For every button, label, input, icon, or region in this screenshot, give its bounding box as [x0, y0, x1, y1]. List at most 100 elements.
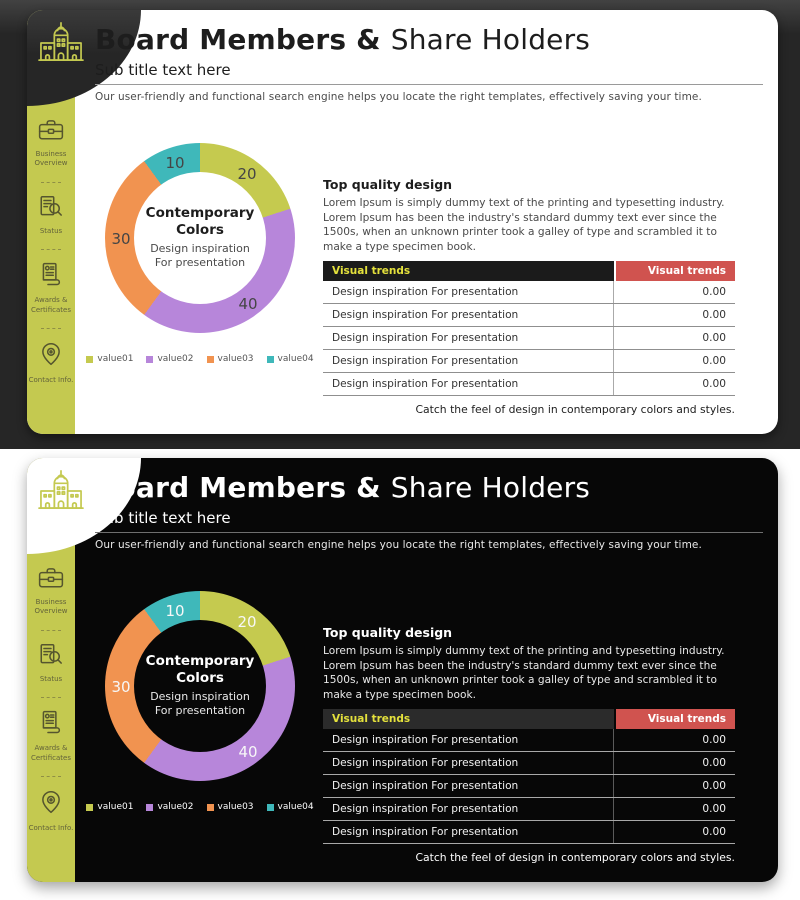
slide-light: Business Overview Status Awa: [27, 10, 778, 434]
page-title: Board Members & Share Holders: [95, 23, 763, 56]
sidebar-divider: [41, 181, 61, 183]
subtitle: Sub title text here: [95, 509, 231, 527]
content-heading: Top quality design: [323, 177, 453, 192]
sidebar-item-business-overview[interactable]: Business Overview: [27, 566, 75, 617]
slide-header: Board Members & Share Holders Sub title …: [95, 471, 763, 551]
table-row: Design inspiration For presentation 0.00: [323, 373, 735, 397]
trends-table: Visual trends Visual trends Design inspi…: [323, 261, 735, 397]
top-panel: Business Overview Status Awa: [0, 0, 800, 449]
row-value: 0.00: [702, 780, 726, 793]
sidebar-item-label: Contact Info.: [28, 824, 74, 833]
sidebar-divider: [41, 249, 61, 251]
legend-swatch: [206, 355, 214, 363]
legend-label: value04: [277, 802, 314, 812]
table-row: Design inspiration For presentation 0.00: [323, 327, 735, 351]
sidebar-nav: Business Overview Status Awa: [27, 566, 75, 834]
trends-table: Visual trends Visual trends Design inspi…: [323, 709, 735, 845]
table-row: Design inspiration For presentation 0.00: [323, 798, 735, 822]
row-label: Design inspiration For presentation: [323, 821, 614, 844]
donut-chart: Contemporary Colors Design inspiration F…: [105, 143, 295, 333]
sidebar-divider: [41, 629, 61, 631]
table-header-left: Visual trends: [323, 261, 614, 282]
content-column: Top quality design Lorem Ipsum is simply…: [323, 177, 735, 416]
subtitle: Sub title text here: [95, 61, 231, 79]
donut-center: Contemporary Colors Design inspiration F…: [134, 620, 266, 752]
content-column: Top quality design Lorem Ipsum is simply…: [323, 625, 735, 864]
chart-legend: value01 value02 value03 value04: [70, 802, 330, 812]
segment-value-label: 30: [111, 230, 131, 248]
row-value: 0.00: [702, 355, 726, 368]
row-value: 0.00: [702, 286, 726, 299]
location-pin-icon: [38, 789, 64, 819]
row-value: 0.00: [702, 378, 726, 391]
sidebar-divider: [41, 776, 61, 778]
table-row: Design inspiration For presentation 0.00: [323, 729, 735, 753]
table-row: Design inspiration For presentation 0.00: [323, 752, 735, 776]
chart-legend: value01 value02 value03 value04: [70, 354, 330, 364]
row-label: Design inspiration For presentation: [323, 350, 614, 373]
row-label: Design inspiration For presentation: [323, 327, 614, 350]
legend-item: value02: [146, 802, 194, 812]
sidebar-item-status[interactable]: Status: [27, 643, 75, 684]
row-label: Design inspiration For presentation: [323, 775, 614, 798]
chart-center-title: Contemporary Colors: [145, 205, 255, 239]
sidebar-item-label: Business Overview: [34, 598, 68, 616]
table-caption: Catch the feel of design in contemporary…: [415, 851, 735, 865]
content-paragraph: Lorem Ipsum is simply dummy text of the …: [323, 197, 725, 253]
segment-value-label: 20: [237, 165, 257, 183]
sidebar-item-label: Contact Info.: [28, 376, 74, 385]
sidebar-item-awards[interactable]: Awards & Certificates: [27, 710, 75, 763]
sidebar-item-status[interactable]: Status: [27, 195, 75, 236]
segment-value-label: 10: [165, 602, 185, 620]
legend-label: value01: [97, 354, 134, 364]
legend-swatch: [86, 803, 94, 811]
row-value: 0.00: [702, 734, 726, 747]
legend-item: value03: [206, 354, 254, 364]
row-value: 0.00: [702, 309, 726, 322]
chart-center-subtitle: Design inspiration For presentation: [150, 690, 250, 718]
sidebar-item-label: Business Overview: [34, 150, 68, 168]
title-bold: Board Members &: [95, 23, 381, 56]
row-label: Design inspiration For presentation: [323, 304, 614, 327]
header-rule: [95, 84, 763, 85]
table-caption: Catch the feel of design in contemporary…: [415, 403, 735, 417]
sidebar-item-contact[interactable]: Contact Info.: [27, 341, 75, 385]
sidebar-item-contact[interactable]: Contact Info.: [27, 789, 75, 833]
sidebar-divider: [41, 328, 61, 330]
segment-value-label: 20: [237, 613, 257, 631]
legend-item: value03: [206, 802, 254, 812]
row-value: 0.00: [702, 803, 726, 816]
sidebar-item-label: Status: [39, 674, 63, 683]
title-regular: Share Holders: [390, 23, 591, 56]
sidebar-nav: Business Overview Status Awa: [27, 118, 75, 386]
row-label: Design inspiration For presentation: [323, 729, 614, 752]
segment-value-label: 30: [111, 678, 131, 696]
briefcase-icon: [38, 566, 64, 593]
chart-center-subtitle: Design inspiration For presentation: [150, 242, 250, 270]
legend-item: value02: [146, 354, 194, 364]
table-row: Design inspiration For presentation 0.00: [323, 775, 735, 799]
table-row: Design inspiration For presentation 0.00: [323, 821, 735, 845]
sidebar-item-business-overview[interactable]: Business Overview: [27, 118, 75, 169]
legend-label: value04: [277, 354, 314, 364]
header-rule: [95, 532, 763, 533]
content-heading: Top quality design: [323, 625, 453, 640]
table-row: Design inspiration For presentation 0.00: [323, 281, 735, 305]
title-bold: Board Members &: [95, 471, 381, 504]
sidebar-item-label: Awards & Certificates: [30, 744, 71, 762]
legend-swatch: [206, 803, 214, 811]
legend-label: value03: [217, 802, 254, 812]
legend-swatch: [86, 355, 94, 363]
segment-value-label: 40: [238, 743, 258, 761]
row-value: 0.00: [702, 332, 726, 345]
segment-value-label: 40: [238, 295, 258, 313]
table-header-right: Visual trends: [616, 709, 735, 730]
row-value: 0.00: [702, 826, 726, 839]
certificate-icon: [38, 262, 64, 291]
page-title: Board Members & Share Holders: [95, 471, 763, 504]
legend-label: value03: [217, 354, 254, 364]
sidebar-item-label: Status: [39, 226, 63, 235]
title-regular: Share Holders: [390, 471, 591, 504]
slide-header: Board Members & Share Holders Sub title …: [95, 23, 763, 103]
sidebar-item-awards[interactable]: Awards & Certificates: [27, 262, 75, 315]
